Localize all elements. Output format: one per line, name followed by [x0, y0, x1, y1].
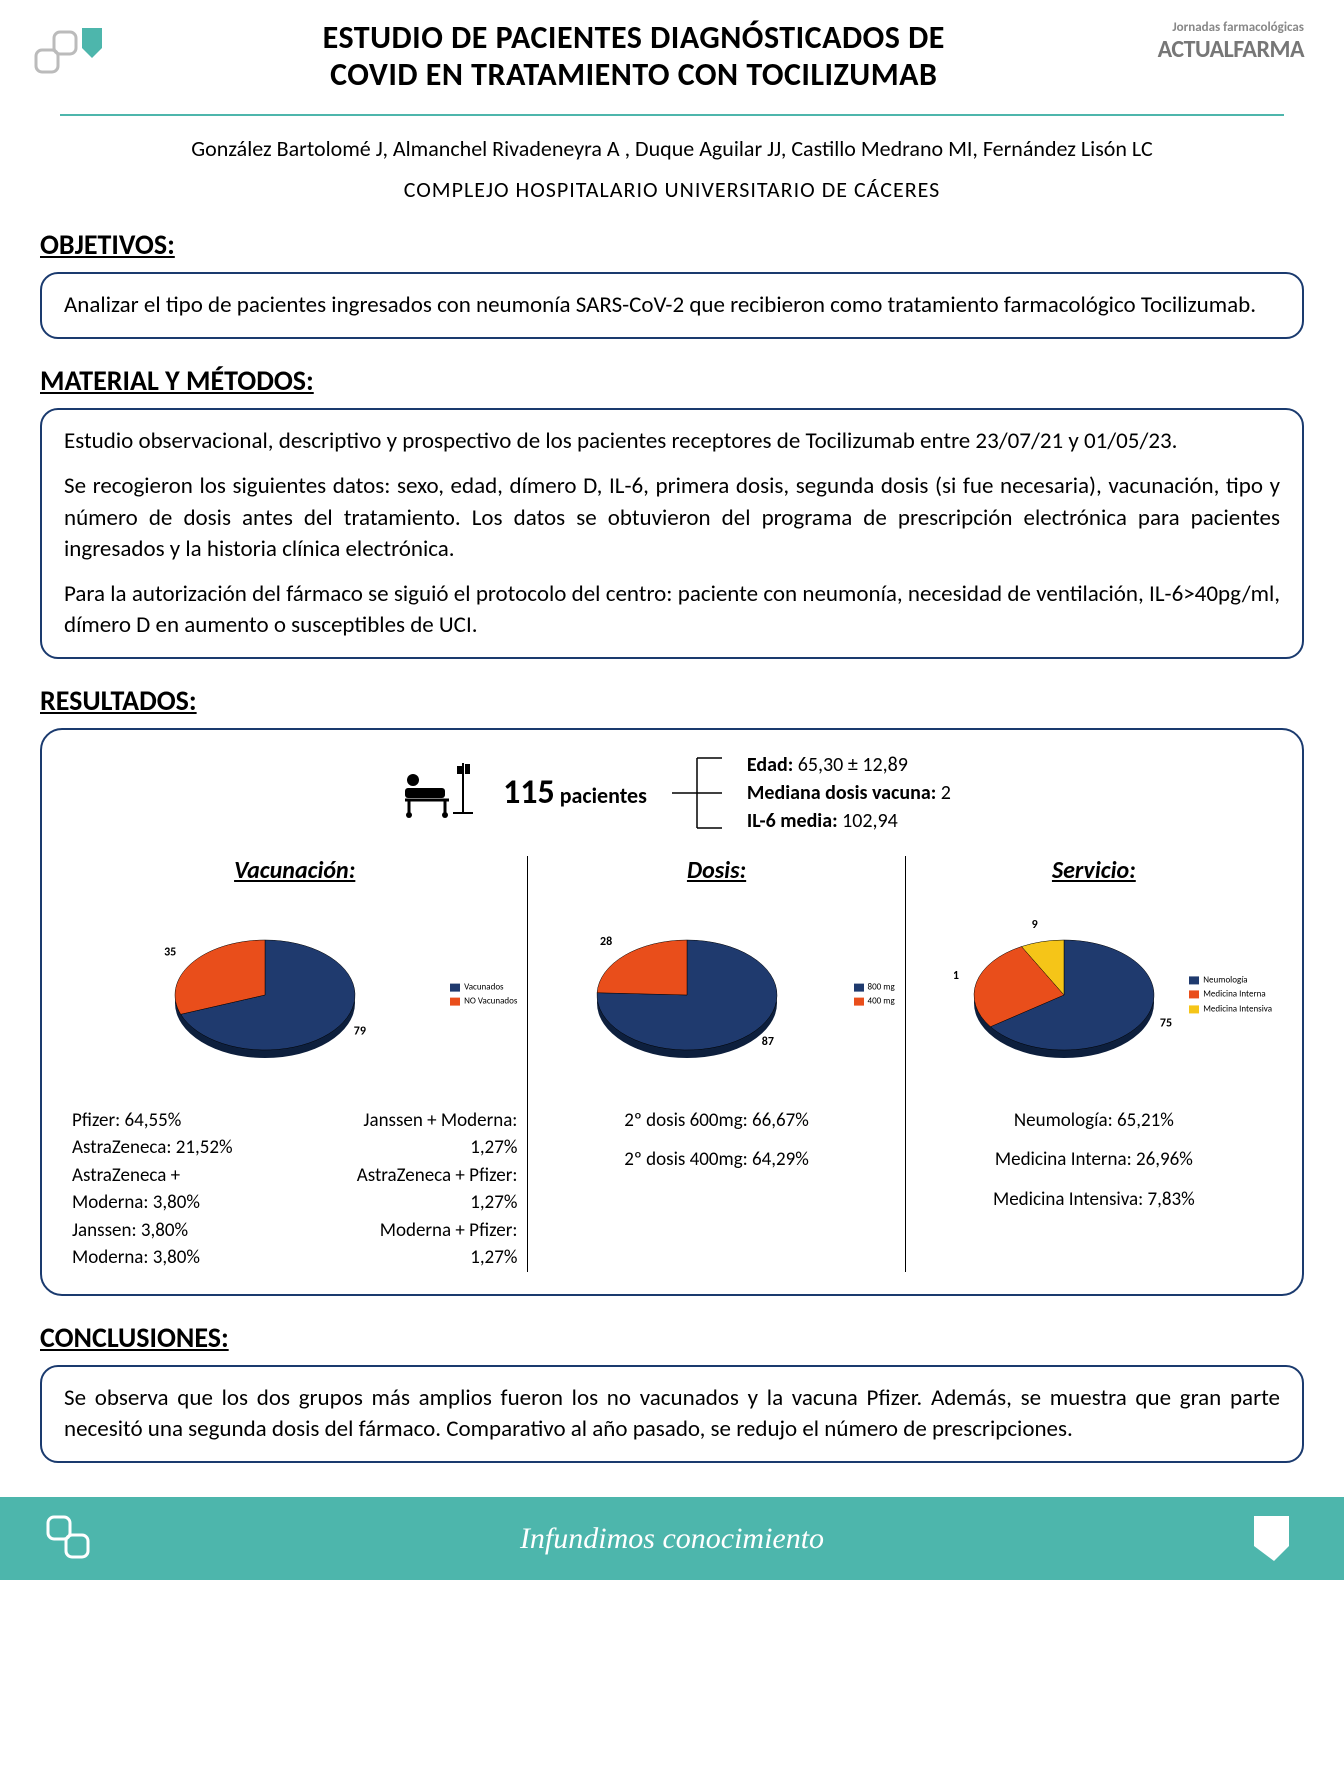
main-title-line1: ESTUDIO DE PACIENTES DIAGNÓSTICADOS DE	[130, 20, 1138, 57]
breakdown-line: 2º dosis 600mg: 66,67%	[538, 1107, 894, 1135]
vacunacion-breakdown: Pfizer: 64,55%AstraZeneca: 21,52%AstraZe…	[72, 1107, 517, 1272]
material-p1: Estudio observacional, descriptivo y pro…	[64, 426, 1280, 457]
stat3-label: IL-6 media:	[747, 809, 838, 833]
brand-name: ACTUALFARMA	[1158, 35, 1304, 64]
patient-icon	[393, 758, 483, 828]
chart-dosis: Dosis: 87 28 800 mg400 mg 2º dosis 600mg:…	[528, 856, 905, 1272]
bracket-icon	[667, 748, 727, 838]
breakdown-line: AstraZeneca +	[72, 1162, 285, 1190]
legend-dosis: 800 mg400 mg	[854, 980, 895, 1009]
breakdown-line: Janssen + Moderna:	[305, 1107, 518, 1135]
stats-block: Edad: 65,30 ± 12,89 Mediana dosis vacuna…	[747, 751, 951, 835]
conclusiones-text: Se observa que los dos grupos más amplio…	[64, 1383, 1280, 1445]
pie-vacunacion: 79 35	[155, 900, 435, 1090]
box-conclusiones: Se observa que los dos grupos más amplio…	[40, 1365, 1304, 1463]
breakdown-line: Moderna: 3,80%	[72, 1244, 285, 1272]
heading-resultados: RESULTADOS:	[40, 683, 1304, 718]
charts-row: Vacunación: 79 35 VacunadosNO Vacunados P…	[62, 856, 1282, 1272]
breakdown-line: 1,27%	[305, 1134, 518, 1162]
box-material: Estudio observacional, descriptivo y pro…	[40, 408, 1304, 658]
legend-vacunacion: VacunadosNO Vacunados	[450, 980, 517, 1009]
n-label: pacientes	[560, 782, 647, 809]
breakdown-line: Pfizer: 64,55%	[72, 1107, 285, 1135]
material-p2: Se recogieron los siguientes datos: sexo…	[64, 471, 1280, 564]
divider	[60, 114, 1284, 116]
stat2-label: Mediana dosis vacuna:	[747, 781, 936, 805]
breakdown-line: Moderna: 3,80%	[72, 1189, 285, 1217]
section-conclusiones: CONCLUSIONES: Se observa que los dos gru…	[0, 1320, 1344, 1463]
servicio-breakdown: Neumología: 65,21% Medicina Interna: 26,9…	[916, 1107, 1272, 1214]
logo-icon	[30, 20, 110, 90]
stat1-label: Edad:	[747, 753, 793, 777]
chart-servicio: Servicio: 75 31 9 NeumologíaMedicina Inter…	[906, 856, 1282, 1272]
breakdown-line: AstraZeneca + Pfizer:	[305, 1162, 518, 1190]
breakdown-line: Janssen: 3,80%	[72, 1217, 285, 1245]
stat3-value: 102,94	[842, 809, 898, 833]
section-material: MATERIAL Y MÉTODOS: Estudio observaciona…	[0, 363, 1344, 658]
svg-text:31: 31	[954, 969, 959, 983]
heading-conclusiones: CONCLUSIONES:	[40, 1320, 1304, 1355]
svg-text:9: 9	[1031, 918, 1037, 932]
breakdown-line: 2º dosis 400mg: 64,29%	[538, 1146, 894, 1174]
material-p3: Para la autorización del fármaco se sigu…	[64, 579, 1280, 641]
main-title-line2: COVID EN TRATAMIENTO CON TOCILIZUMAB	[130, 57, 1138, 94]
breakdown-line: Moderna + Pfizer:	[305, 1217, 518, 1245]
svg-text:79: 79	[353, 1024, 365, 1038]
legend-servicio: NeumologíaMedicina InternaMedicina Inten…	[1189, 973, 1272, 1016]
footer-text: Infundimos conocimiento	[110, 1522, 1234, 1556]
authors: González Bartolomé J, Almanchel Rivadene…	[0, 134, 1344, 165]
box-objetivos: Analizar el tipo de pacientes ingresados…	[40, 272, 1304, 339]
svg-text:87: 87	[761, 1034, 773, 1048]
breakdown-line: Medicina Interna: 26,96%	[916, 1146, 1272, 1174]
header: ESTUDIO DE PACIENTES DIAGNÓSTICADOS DE C…	[0, 0, 1344, 104]
svg-text:35: 35	[164, 945, 176, 959]
footer: Infundimos conocimiento	[0, 1493, 1344, 1580]
chart-servicio-title: Servicio:	[916, 856, 1272, 885]
brand-subtitle: Jornadas farmacológicas	[1158, 20, 1304, 35]
n-patients: 115 pacientes	[503, 772, 647, 813]
n-value: 115	[503, 772, 555, 813]
svg-text:75: 75	[1160, 1016, 1172, 1030]
dosis-breakdown: 2º dosis 600mg: 66,67% 2º dosis 400mg: 64…	[538, 1107, 894, 1174]
breakdown-line: AstraZeneca: 21,52%	[72, 1134, 285, 1162]
stat2-value: 2	[941, 781, 951, 805]
footer-icon-right	[1234, 1511, 1304, 1566]
results-summary: 115 pacientes Edad: 65,30 ± 12,89 Median…	[62, 748, 1282, 838]
chart-dosis-title: Dosis:	[538, 856, 894, 885]
breakdown-line: Medicina Intensiva: 7,83%	[916, 1186, 1272, 1214]
section-objetivos: OBJETIVOS: Analizar el tipo de pacientes…	[0, 227, 1344, 339]
footer-icon-left	[40, 1511, 110, 1566]
svg-text:28: 28	[600, 935, 612, 949]
breakdown-line: 1,27%	[305, 1244, 518, 1272]
section-resultados: RESULTADOS: 115 pacientes	[0, 683, 1344, 1296]
institution: COMPLEJO HOSPITALARIO UNIVERSITARIO DE C…	[0, 176, 1344, 203]
brand-block: Jornadas farmacológicas ACTUALFARMA	[1158, 20, 1304, 64]
objetivos-text: Analizar el tipo de pacientes ingresados…	[64, 290, 1280, 321]
heading-material: MATERIAL Y MÉTODOS:	[40, 363, 1304, 398]
chart-vacunacion: Vacunación: 79 35 VacunadosNO Vacunados P…	[62, 856, 528, 1272]
breakdown-line: Neumología: 65,21%	[916, 1107, 1272, 1135]
breakdown-line: 1,27%	[305, 1189, 518, 1217]
chart-vacunacion-title: Vacunación:	[72, 856, 517, 885]
stat1-value: 65,30 ± 12,89	[798, 753, 908, 777]
pie-dosis: 87 28	[577, 900, 857, 1090]
box-resultados: 115 pacientes Edad: 65,30 ± 12,89 Median…	[40, 728, 1304, 1296]
heading-objetivos: OBJETIVOS:	[40, 227, 1304, 262]
